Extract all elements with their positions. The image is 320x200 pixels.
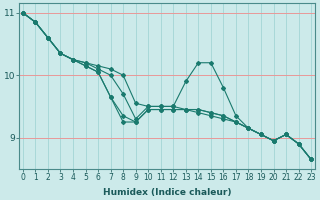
X-axis label: Humidex (Indice chaleur): Humidex (Indice chaleur) xyxy=(103,188,231,197)
